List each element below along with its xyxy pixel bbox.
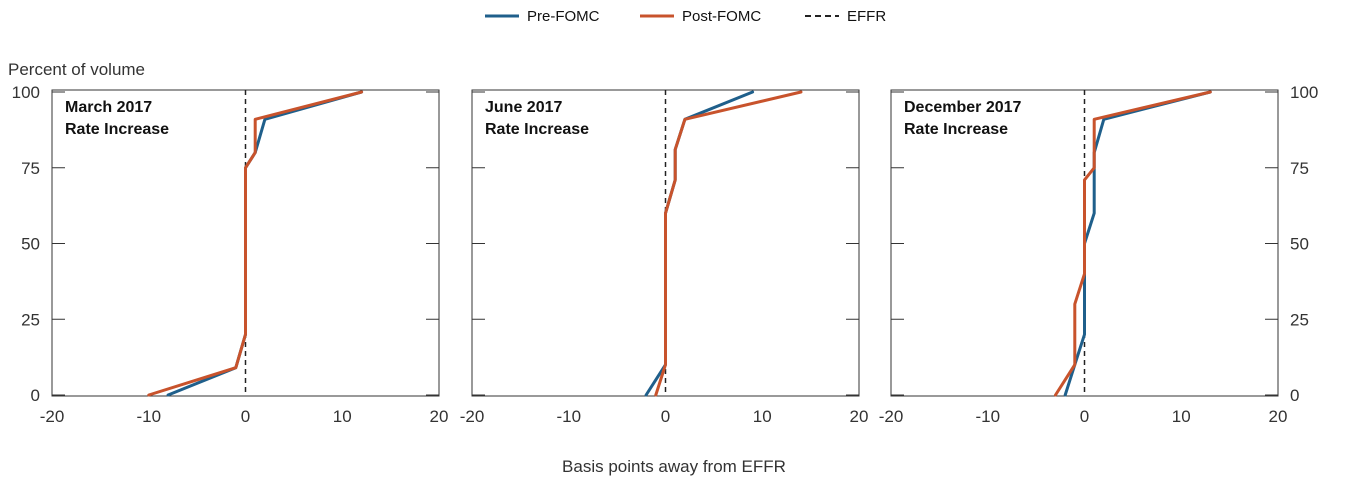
x-axis-title: Basis points away from EFFR [562, 457, 786, 476]
ytick-label-right-0: 0 [1290, 386, 1299, 405]
ytick-label-left-4: 100 [12, 83, 40, 102]
xtick-label-2-4: 20 [1269, 407, 1288, 426]
ytick-label-left-3: 75 [21, 159, 40, 178]
ytick-label-left-0: 0 [31, 386, 40, 405]
legend-label-2: EFFR [847, 8, 886, 25]
series-line-2-0 [1063, 90, 1212, 397]
series-line-1-1 [654, 90, 803, 397]
y-axis-title: Percent of volume [8, 60, 145, 79]
ytick-label-left-2: 50 [21, 235, 40, 254]
xtick-label-1-4: 20 [850, 407, 869, 426]
ytick-label-right-2: 50 [1290, 235, 1309, 254]
xtick-label-2-3: 10 [1172, 407, 1191, 426]
series-line-0-1 [147, 90, 364, 397]
xtick-label-2-1: -10 [975, 407, 1000, 426]
panel-title-0-line1: March 2017 [65, 99, 152, 116]
panel-title-2-line1: December 2017 [904, 99, 1022, 116]
series-line-2-1 [1054, 90, 1212, 397]
xtick-label-0-0: -20 [40, 407, 65, 426]
ytick-label-right-1: 25 [1290, 310, 1309, 329]
ytick-label-right-3: 75 [1290, 159, 1309, 178]
xtick-label-1-0: -20 [460, 407, 485, 426]
panel-title-2-line2: Rate Increase [904, 121, 1008, 138]
xtick-label-0-3: 10 [333, 407, 352, 426]
panel-title-0-line2: Rate Increase [65, 121, 169, 138]
xtick-label-1-3: 10 [753, 407, 772, 426]
panel-title-1-line1: June 2017 [485, 99, 562, 116]
xtick-label-2-0: -20 [879, 407, 904, 426]
right-y-axis: 0 25 50 75 100 [1290, 83, 1318, 405]
xtick-label-0-2: 0 [241, 407, 250, 426]
panel-2: -20 -10 0 10 20 December 2017 Rate Increase [879, 89, 1288, 426]
ytick-label-right-4: 100 [1290, 83, 1318, 102]
xtick-label-1-1: -10 [556, 407, 581, 426]
legend-label-1: Post-FOMC [682, 8, 761, 25]
xtick-label-0-1: -10 [136, 407, 161, 426]
panel-1: -20 -10 0 10 20 June 2017 Rate Increase [460, 89, 869, 426]
legend: Pre-FOMC Post-FOMC EFFR [485, 8, 886, 25]
xtick-label-2-2: 0 [1080, 407, 1089, 426]
panels: -20 -10 0 10 20 March 2017 Rate Increase 0 25 50 7… [12, 83, 1288, 426]
legend-label-0: Pre-FOMC [527, 8, 600, 25]
xtick-label-0-4: 20 [430, 407, 449, 426]
panel-0: -20 -10 0 10 20 March 2017 Rate Increase 0 25 50 7… [12, 83, 449, 426]
ytick-label-left-1: 25 [21, 310, 40, 329]
series-line-1-0 [644, 90, 755, 397]
xtick-label-1-2: 0 [661, 407, 670, 426]
series-line-0-0 [166, 90, 364, 397]
panel-title-1-line2: Rate Increase [485, 121, 589, 138]
